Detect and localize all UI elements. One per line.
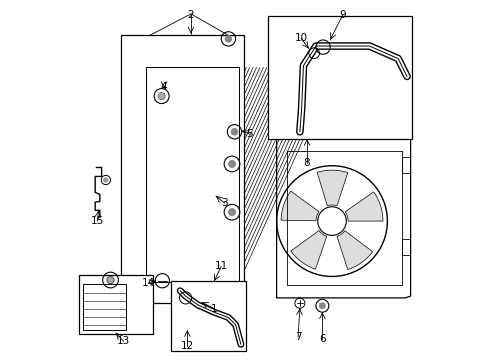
Text: 1: 1	[210, 303, 217, 314]
Bar	[146, 67, 239, 282]
Bar	[80, 275, 152, 334]
Polygon shape	[290, 230, 326, 269]
Bar	[401, 239, 408, 255]
Bar	[401, 157, 408, 173]
Polygon shape	[345, 192, 382, 221]
Circle shape	[319, 303, 325, 309]
Text: 11: 11	[214, 261, 227, 271]
Text: 12: 12	[181, 341, 194, 351]
Circle shape	[225, 36, 231, 42]
Polygon shape	[281, 191, 318, 221]
Bar	[267, 16, 411, 139]
Bar	[146, 67, 239, 282]
Circle shape	[228, 208, 235, 216]
Polygon shape	[317, 170, 347, 206]
Bar	[121, 35, 244, 303]
Circle shape	[228, 160, 235, 167]
Bar	[83, 284, 125, 330]
Text: 8: 8	[303, 158, 310, 168]
Text: 9: 9	[339, 10, 346, 20]
Text: 10: 10	[294, 33, 307, 43]
Text: 13: 13	[117, 337, 130, 346]
Text: 14: 14	[142, 278, 155, 288]
Polygon shape	[336, 231, 372, 270]
Text: 2: 2	[187, 10, 194, 19]
Text: 4: 4	[161, 82, 167, 92]
Text: 15: 15	[90, 216, 104, 226]
Circle shape	[231, 129, 237, 135]
Text: 3: 3	[221, 198, 228, 208]
Text: 6: 6	[318, 334, 325, 344]
Circle shape	[107, 276, 114, 284]
Text: 5: 5	[246, 129, 253, 139]
Text: 7: 7	[294, 332, 301, 342]
Circle shape	[103, 178, 108, 182]
Bar	[171, 281, 246, 351]
Circle shape	[158, 93, 165, 100]
